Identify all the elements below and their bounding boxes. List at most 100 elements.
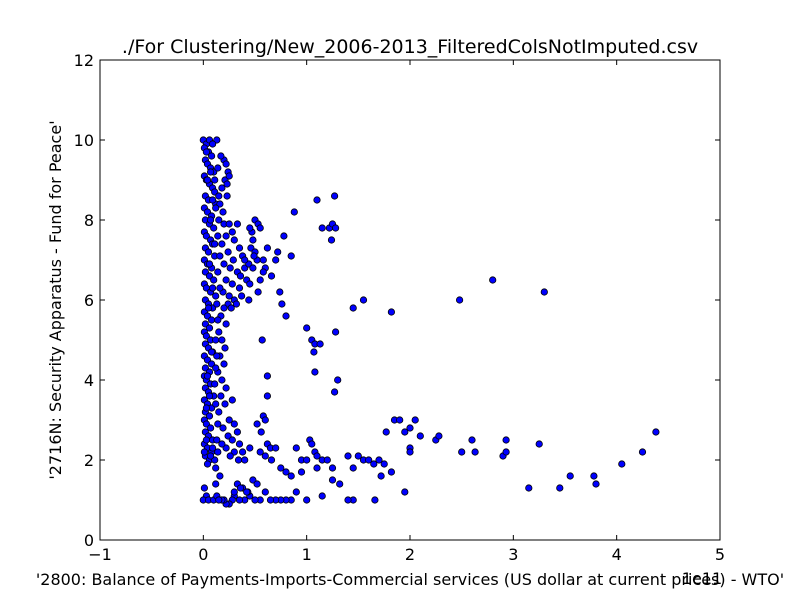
data-point bbox=[210, 224, 218, 232]
data-point bbox=[235, 440, 244, 448]
data-point bbox=[502, 448, 510, 456]
data-point bbox=[261, 452, 269, 460]
x-tick-label: −1 bbox=[88, 545, 112, 564]
data-point bbox=[458, 448, 466, 456]
data-point bbox=[303, 496, 311, 504]
y-axis-label: '2716N: Security Apparatus - Fund for Pe… bbox=[46, 120, 65, 479]
data-point bbox=[540, 288, 548, 296]
data-point bbox=[217, 392, 225, 400]
data-point bbox=[258, 336, 266, 344]
data-point bbox=[245, 296, 253, 304]
data-point bbox=[205, 260, 214, 268]
data-point bbox=[218, 440, 226, 448]
data-point bbox=[238, 292, 246, 300]
data-point bbox=[344, 496, 352, 504]
data-point bbox=[292, 444, 300, 452]
data-point bbox=[354, 452, 362, 460]
data-point bbox=[228, 228, 236, 236]
data-point bbox=[401, 488, 409, 496]
data-point bbox=[311, 368, 319, 376]
data-point bbox=[327, 236, 336, 244]
data-point bbox=[228, 280, 236, 288]
data-point bbox=[207, 424, 215, 432]
data-point bbox=[266, 496, 275, 504]
data-point bbox=[471, 448, 479, 456]
data-point bbox=[215, 496, 223, 504]
data-point bbox=[330, 192, 339, 200]
data-point bbox=[218, 376, 226, 384]
data-point bbox=[349, 464, 357, 472]
data-point bbox=[336, 480, 344, 488]
data-point bbox=[205, 412, 214, 420]
data-point bbox=[222, 384, 230, 392]
data-point bbox=[211, 176, 219, 184]
data-point bbox=[396, 416, 404, 424]
data-point bbox=[207, 168, 215, 176]
data-point bbox=[566, 472, 574, 480]
data-point bbox=[236, 272, 245, 280]
data-point bbox=[217, 152, 225, 160]
data-point bbox=[223, 192, 231, 200]
data-point bbox=[212, 364, 220, 372]
data-point bbox=[215, 216, 223, 224]
data-point bbox=[331, 328, 340, 336]
data-point bbox=[219, 424, 227, 432]
data-point bbox=[652, 428, 660, 436]
data-point bbox=[253, 480, 261, 488]
data-point bbox=[282, 312, 290, 320]
data-point bbox=[228, 436, 236, 444]
y-tick-label: 8 bbox=[84, 211, 94, 230]
data-point bbox=[330, 388, 339, 396]
data-point bbox=[259, 256, 267, 264]
data-point bbox=[208, 348, 216, 356]
x-axis-offset-label: 1e11 bbox=[682, 569, 722, 588]
data-point bbox=[251, 496, 259, 504]
data-point bbox=[313, 464, 321, 472]
data-point bbox=[214, 316, 222, 324]
data-point bbox=[212, 292, 220, 300]
data-point bbox=[276, 288, 284, 296]
data-point bbox=[215, 192, 223, 200]
data-point bbox=[216, 472, 224, 480]
data-point bbox=[209, 444, 217, 452]
data-point bbox=[256, 224, 264, 232]
y-tick-label: 10 bbox=[74, 131, 94, 150]
data-point bbox=[261, 488, 269, 496]
data-point bbox=[203, 176, 212, 184]
data-point bbox=[592, 480, 600, 488]
data-point bbox=[274, 248, 282, 256]
data-point bbox=[213, 436, 221, 444]
data-point bbox=[205, 392, 214, 400]
data-point bbox=[202, 404, 210, 412]
data-point bbox=[225, 172, 233, 180]
chart-title: ./For Clustering/New_2006-2013_FilteredC… bbox=[122, 36, 698, 58]
data-point bbox=[215, 408, 223, 416]
data-point bbox=[213, 352, 221, 360]
data-point bbox=[230, 420, 238, 428]
data-point bbox=[223, 180, 231, 188]
data-point bbox=[261, 416, 269, 424]
data-point bbox=[212, 336, 220, 344]
data-point bbox=[205, 324, 214, 332]
data-point bbox=[226, 264, 234, 272]
data-point bbox=[235, 244, 244, 252]
data-point bbox=[212, 464, 220, 472]
data-point bbox=[313, 452, 321, 460]
data-point bbox=[214, 232, 222, 240]
data-point bbox=[359, 296, 368, 304]
data-point bbox=[267, 272, 276, 280]
data-point bbox=[535, 440, 543, 448]
data-point bbox=[590, 472, 598, 480]
y-tick-label: 4 bbox=[84, 371, 94, 390]
data-point bbox=[382, 428, 390, 436]
data-point bbox=[209, 140, 217, 148]
data-point bbox=[316, 340, 324, 348]
data-point bbox=[210, 276, 218, 284]
data-point bbox=[246, 224, 254, 232]
data-point bbox=[256, 276, 264, 284]
x-tick-label: 5 bbox=[715, 545, 725, 564]
data-point bbox=[525, 484, 533, 492]
data-point bbox=[344, 452, 352, 460]
data-point bbox=[232, 300, 240, 308]
data-point bbox=[216, 284, 224, 292]
